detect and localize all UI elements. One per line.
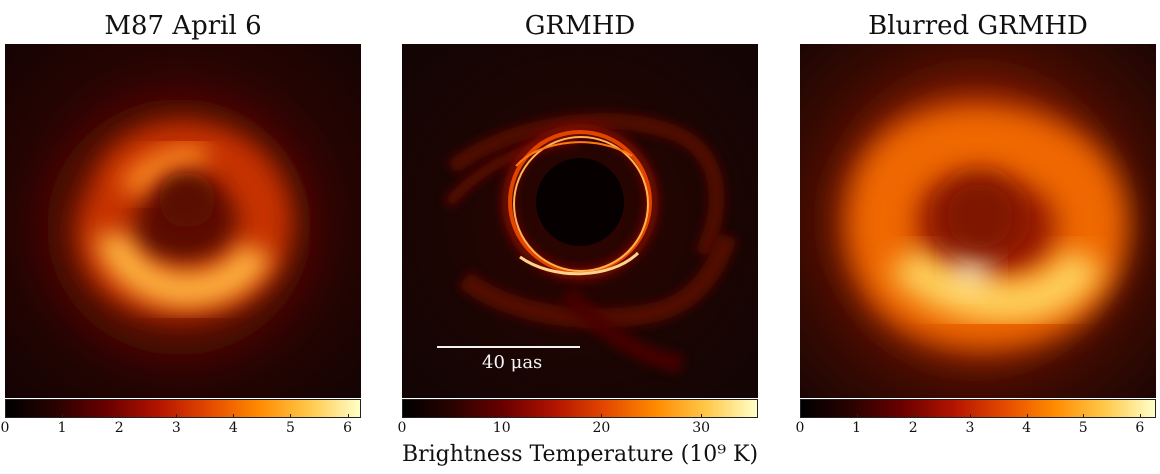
scale-bar bbox=[437, 346, 580, 348]
colorbar-tick-label: 4 bbox=[1022, 420, 1032, 436]
colorbar-tick-mark bbox=[176, 414, 178, 417]
colorbar bbox=[800, 399, 1156, 418]
colorbar-tick-label: 1 bbox=[57, 420, 67, 436]
colorbar-tick-mark bbox=[1083, 414, 1085, 417]
colorbar-tick-label: 5 bbox=[286, 420, 295, 436]
panel-m87: M87 April 6 0 1 bbox=[1, 0, 361, 474]
grmhd-image: 40 μas bbox=[402, 44, 758, 398]
colorbar-tick-label: 5 bbox=[1078, 420, 1088, 436]
colorbar-tick-mark bbox=[701, 414, 703, 417]
colorbar-tick-mark bbox=[402, 414, 403, 417]
blurred-grmhd-image bbox=[800, 44, 1156, 398]
colorbar-tick-mark bbox=[119, 414, 121, 417]
shared-xlabel: Brightness Temperature (10⁹ K) bbox=[401, 442, 759, 467]
colorbar-tick-label: 4 bbox=[228, 420, 238, 436]
grmhd-ring-image bbox=[402, 44, 758, 398]
colorbar-ticks: 0 10 20 30 bbox=[398, 414, 758, 440]
colorbar-ticks: 0 1 2 3 4 5 6 bbox=[796, 414, 1156, 440]
blurred-ring-image bbox=[800, 44, 1156, 398]
scale-bar-label: 40 μas bbox=[482, 352, 543, 373]
panel-blurred-grmhd: Blurred GRMHD bbox=[796, 0, 1156, 474]
colorbar bbox=[5, 399, 361, 418]
colorbar-tick-label: 2 bbox=[908, 420, 918, 436]
colorbar-tick-mark bbox=[347, 414, 349, 417]
colorbar-tick-label: 3 bbox=[171, 420, 181, 436]
colorbar-tick-label: 20 bbox=[592, 420, 611, 436]
colorbar-tick-label: 6 bbox=[1135, 420, 1145, 436]
colorbar-tick-mark bbox=[290, 414, 292, 417]
m87-ring-image bbox=[5, 44, 361, 398]
m87-image bbox=[5, 44, 361, 398]
colorbar-tick-label: 3 bbox=[965, 420, 975, 436]
colorbar bbox=[402, 399, 758, 418]
colorbar-tick-mark bbox=[233, 414, 235, 417]
panel-grmhd: GRMHD 4 bbox=[398, 0, 758, 474]
colorbar-tick-mark bbox=[1139, 414, 1141, 417]
colorbar-tick-mark bbox=[1026, 414, 1028, 417]
colorbar-tick-label: 0 bbox=[795, 420, 805, 436]
panel-title: GRMHD bbox=[524, 11, 636, 41]
colorbar-tick-label: 0 bbox=[397, 420, 407, 436]
colorbar-tick-mark bbox=[856, 414, 858, 417]
colorbar-tick-mark bbox=[800, 414, 801, 417]
colorbar-tick-mark bbox=[62, 414, 64, 417]
colorbar-tick-label: 0 bbox=[0, 420, 10, 436]
colorbar-tick-label: 10 bbox=[492, 420, 511, 436]
panel-title: M87 April 6 bbox=[104, 11, 262, 41]
colorbar-tick-mark bbox=[913, 414, 915, 417]
colorbar-tick-mark bbox=[969, 414, 971, 417]
colorbar-ticks: 0 1 2 3 4 5 6 bbox=[1, 414, 361, 440]
colorbar-tick-mark bbox=[5, 414, 6, 417]
colorbar-tick-mark bbox=[601, 414, 603, 417]
colorbar-tick-label: 6 bbox=[343, 420, 353, 436]
colorbar-tick-mark bbox=[501, 414, 503, 417]
colorbar-tick-label: 1 bbox=[852, 420, 862, 436]
panel-title: Blurred GRMHD bbox=[868, 11, 1088, 41]
colorbar-tick-label: 2 bbox=[114, 420, 124, 436]
colorbar-tick-label: 30 bbox=[692, 420, 711, 436]
